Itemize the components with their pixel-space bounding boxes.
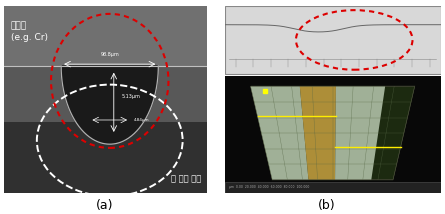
Polygon shape xyxy=(251,86,415,180)
Text: 98.8μm: 98.8μm xyxy=(101,52,119,57)
Polygon shape xyxy=(300,86,336,180)
Bar xyxy=(4,66,207,122)
Text: (b): (b) xyxy=(318,199,336,212)
Text: 코팅층
(e.g. Cr): 코팅층 (e.g. Cr) xyxy=(11,21,48,42)
Bar xyxy=(4,6,207,66)
Bar xyxy=(4,122,207,193)
Polygon shape xyxy=(251,86,308,180)
Bar xyxy=(225,182,441,193)
Bar xyxy=(225,76,441,193)
Text: 4.84μm: 4.84μm xyxy=(134,118,150,122)
Text: 롤 금형 소재: 롤 금형 소재 xyxy=(170,174,201,183)
Polygon shape xyxy=(61,66,158,144)
Text: (a): (a) xyxy=(96,199,113,212)
Polygon shape xyxy=(335,86,385,180)
Text: μm  0.00  20.000  40.000  60.000  80.000  100.000: μm 0.00 20.000 40.000 60.000 80.000 100.… xyxy=(229,185,309,189)
Text: 5.13μm: 5.13μm xyxy=(122,94,141,99)
Bar xyxy=(225,6,441,74)
